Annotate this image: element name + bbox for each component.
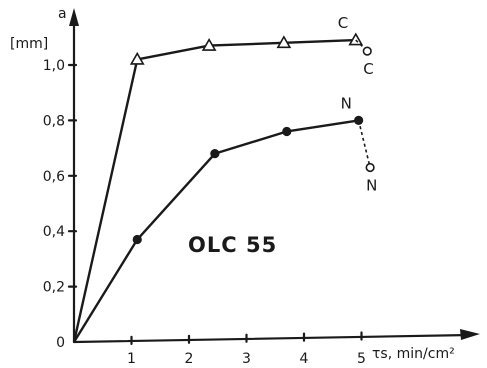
axis-ticks: 0 0,2 0,4 0,6 0,8 1,0 1 2 3 4 5	[43, 58, 366, 367]
x-axis-arrow	[460, 329, 480, 340]
y-tick-label: 0,6	[43, 169, 65, 185]
data-point-triangle	[348, 32, 364, 46]
data-point-triangle	[276, 35, 292, 49]
series-label: C	[338, 14, 348, 32]
x-tick-label: 3	[242, 351, 251, 367]
y-tick-label: 0,2	[43, 280, 65, 296]
y-axis-unit: [mm]	[10, 36, 48, 52]
y-tick-label: 0,8	[43, 113, 65, 129]
data-point-circle	[132, 234, 142, 245]
x-axis-line	[72, 333, 472, 344]
x-tick-label: 2	[185, 351, 194, 367]
x-tick-label: 4	[300, 351, 309, 367]
x-tick-label: 1	[127, 351, 136, 367]
data-point-circle	[282, 126, 292, 137]
series-label: N	[341, 94, 352, 112]
series-n: NN	[72, 94, 377, 343]
y-axis-symbol: a	[58, 6, 67, 22]
data-point-circle	[210, 149, 220, 159]
data-point-triangle	[129, 51, 145, 65]
data-point-triangle	[201, 37, 217, 51]
x-tick-label: 5	[357, 351, 366, 367]
x-axis-label: τs, min/cm²	[372, 346, 455, 362]
chart-annotation: OLC 55	[188, 233, 277, 257]
series-line	[72, 38, 356, 343]
series-end-label: C	[363, 60, 373, 78]
series-c: CC	[72, 14, 374, 343]
y-tick-label: 0,4	[43, 224, 65, 240]
y-axis-arrow	[69, 8, 79, 26]
y-tick-label: 1,0	[43, 58, 65, 74]
series-extension-line	[357, 120, 371, 168]
axes	[69, 8, 480, 344]
y-tick-label: 0	[56, 335, 65, 351]
extension-point-open	[362, 46, 372, 56]
series-end-label: N	[366, 176, 377, 194]
extension-point-open	[365, 162, 375, 173]
